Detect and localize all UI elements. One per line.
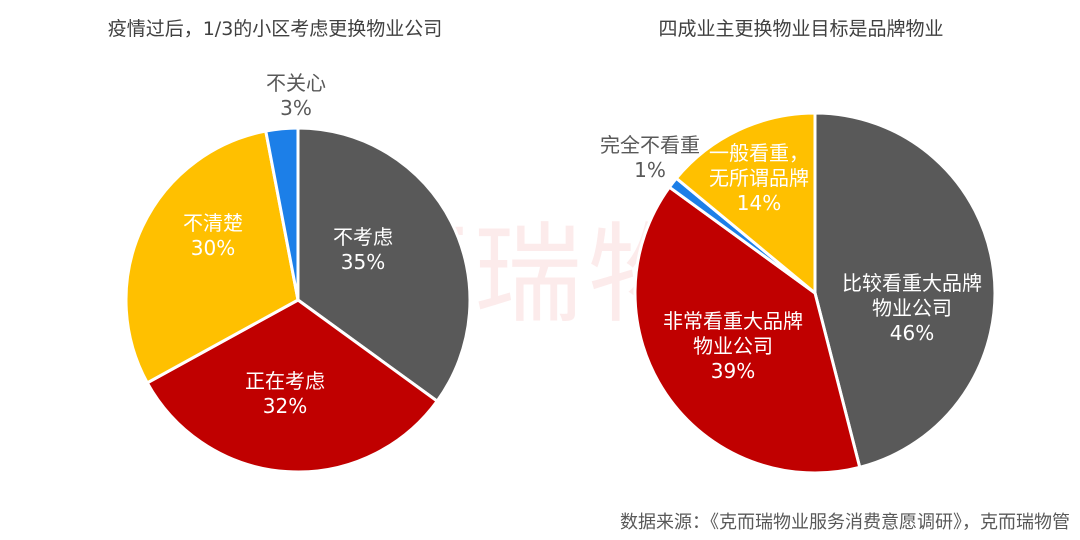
right-slice-label-3: 一般看重，无所谓品牌 14%: [709, 141, 809, 215]
right-chart-title: 四成业主更换物业目标是品牌物业: [658, 18, 944, 40]
source-note: 数据来源：《克而瑞物业服务消费意愿调研》，克而瑞物管: [620, 512, 1070, 533]
left-slice-label-2: 不清楚 30%: [183, 211, 243, 260]
left-slice-label-3: 不关心 3%: [266, 71, 326, 120]
right-pie-slice-1: [633, 185, 862, 475]
right-slice-label-2: 完全不看重 1%: [600, 133, 700, 182]
right-slice-label-0: 比较看重大品牌物业公司 46%: [842, 271, 982, 345]
left-pie-slice-1: [145, 298, 439, 474]
left-pie-slice-2: [124, 129, 300, 385]
left-slice-label-0: 不考虑 35%: [333, 225, 393, 274]
left-pie-slice-0: [296, 126, 472, 403]
left-pie-slice-3: [264, 126, 300, 302]
right-pie-slice-0: [813, 111, 997, 469]
right-pie-slice-3: [674, 111, 817, 295]
left-slice-label-1: 正在考虑 32%: [245, 369, 325, 418]
right-slice-label-1: 非常看重大品牌物业公司 39%: [663, 309, 803, 383]
left-chart-title: 疫情过后，1/3的小区考虑更换物业公司: [107, 18, 443, 40]
